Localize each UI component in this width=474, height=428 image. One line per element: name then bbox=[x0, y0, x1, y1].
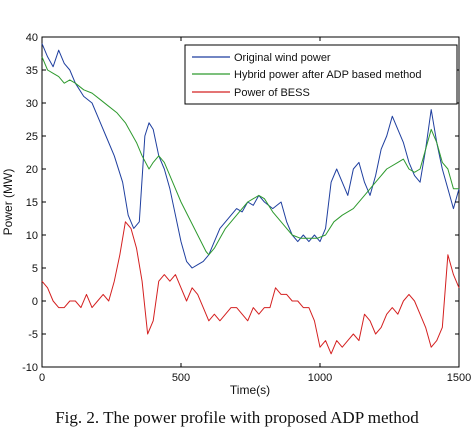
legend-label-hybrid: Hybrid power after ADP based method bbox=[234, 69, 422, 81]
y-tick-label: 25 bbox=[26, 131, 38, 143]
series-bess-power bbox=[41, 221, 460, 355]
y-axis-title: Power (MW) bbox=[1, 169, 15, 236]
y-tick-label: 35 bbox=[26, 65, 38, 77]
x-tick-label: 0 bbox=[39, 372, 45, 384]
y-tick-label: 20 bbox=[26, 164, 38, 176]
x-axis-title: Time(s) bbox=[230, 383, 270, 397]
y-tick-label: -10 bbox=[22, 362, 38, 374]
series-hybrid-power bbox=[41, 56, 459, 256]
y-tick-label: 30 bbox=[26, 98, 38, 110]
x-tick-label: 1000 bbox=[308, 372, 332, 384]
legend-label-bess: Power of BESS bbox=[234, 87, 310, 99]
y-tick-label: 5 bbox=[32, 263, 38, 275]
y-tick-label: 40 bbox=[26, 32, 38, 44]
legend-box bbox=[184, 44, 458, 105]
y-tick-label: 10 bbox=[26, 230, 38, 242]
series-original-wind-power bbox=[41, 43, 460, 269]
x-tick-label: 1500 bbox=[447, 372, 471, 384]
y-tick-label: 15 bbox=[26, 197, 38, 209]
y-tick-label: -5 bbox=[28, 329, 38, 341]
legend: Original wind power Hybrid power after A… bbox=[184, 44, 458, 105]
x-tick-label: 500 bbox=[172, 372, 190, 384]
series-layer bbox=[41, 43, 460, 355]
figure-caption: Fig. 2. The power profile with proposed … bbox=[55, 408, 419, 427]
legend-label-original: Original wind power bbox=[234, 52, 331, 64]
tick-layer: 0 500 1000 1500 -10 -5 0 5 10 15 20 25 30 35 40 bbox=[22, 32, 471, 384]
y-tick-label: 0 bbox=[32, 296, 38, 308]
